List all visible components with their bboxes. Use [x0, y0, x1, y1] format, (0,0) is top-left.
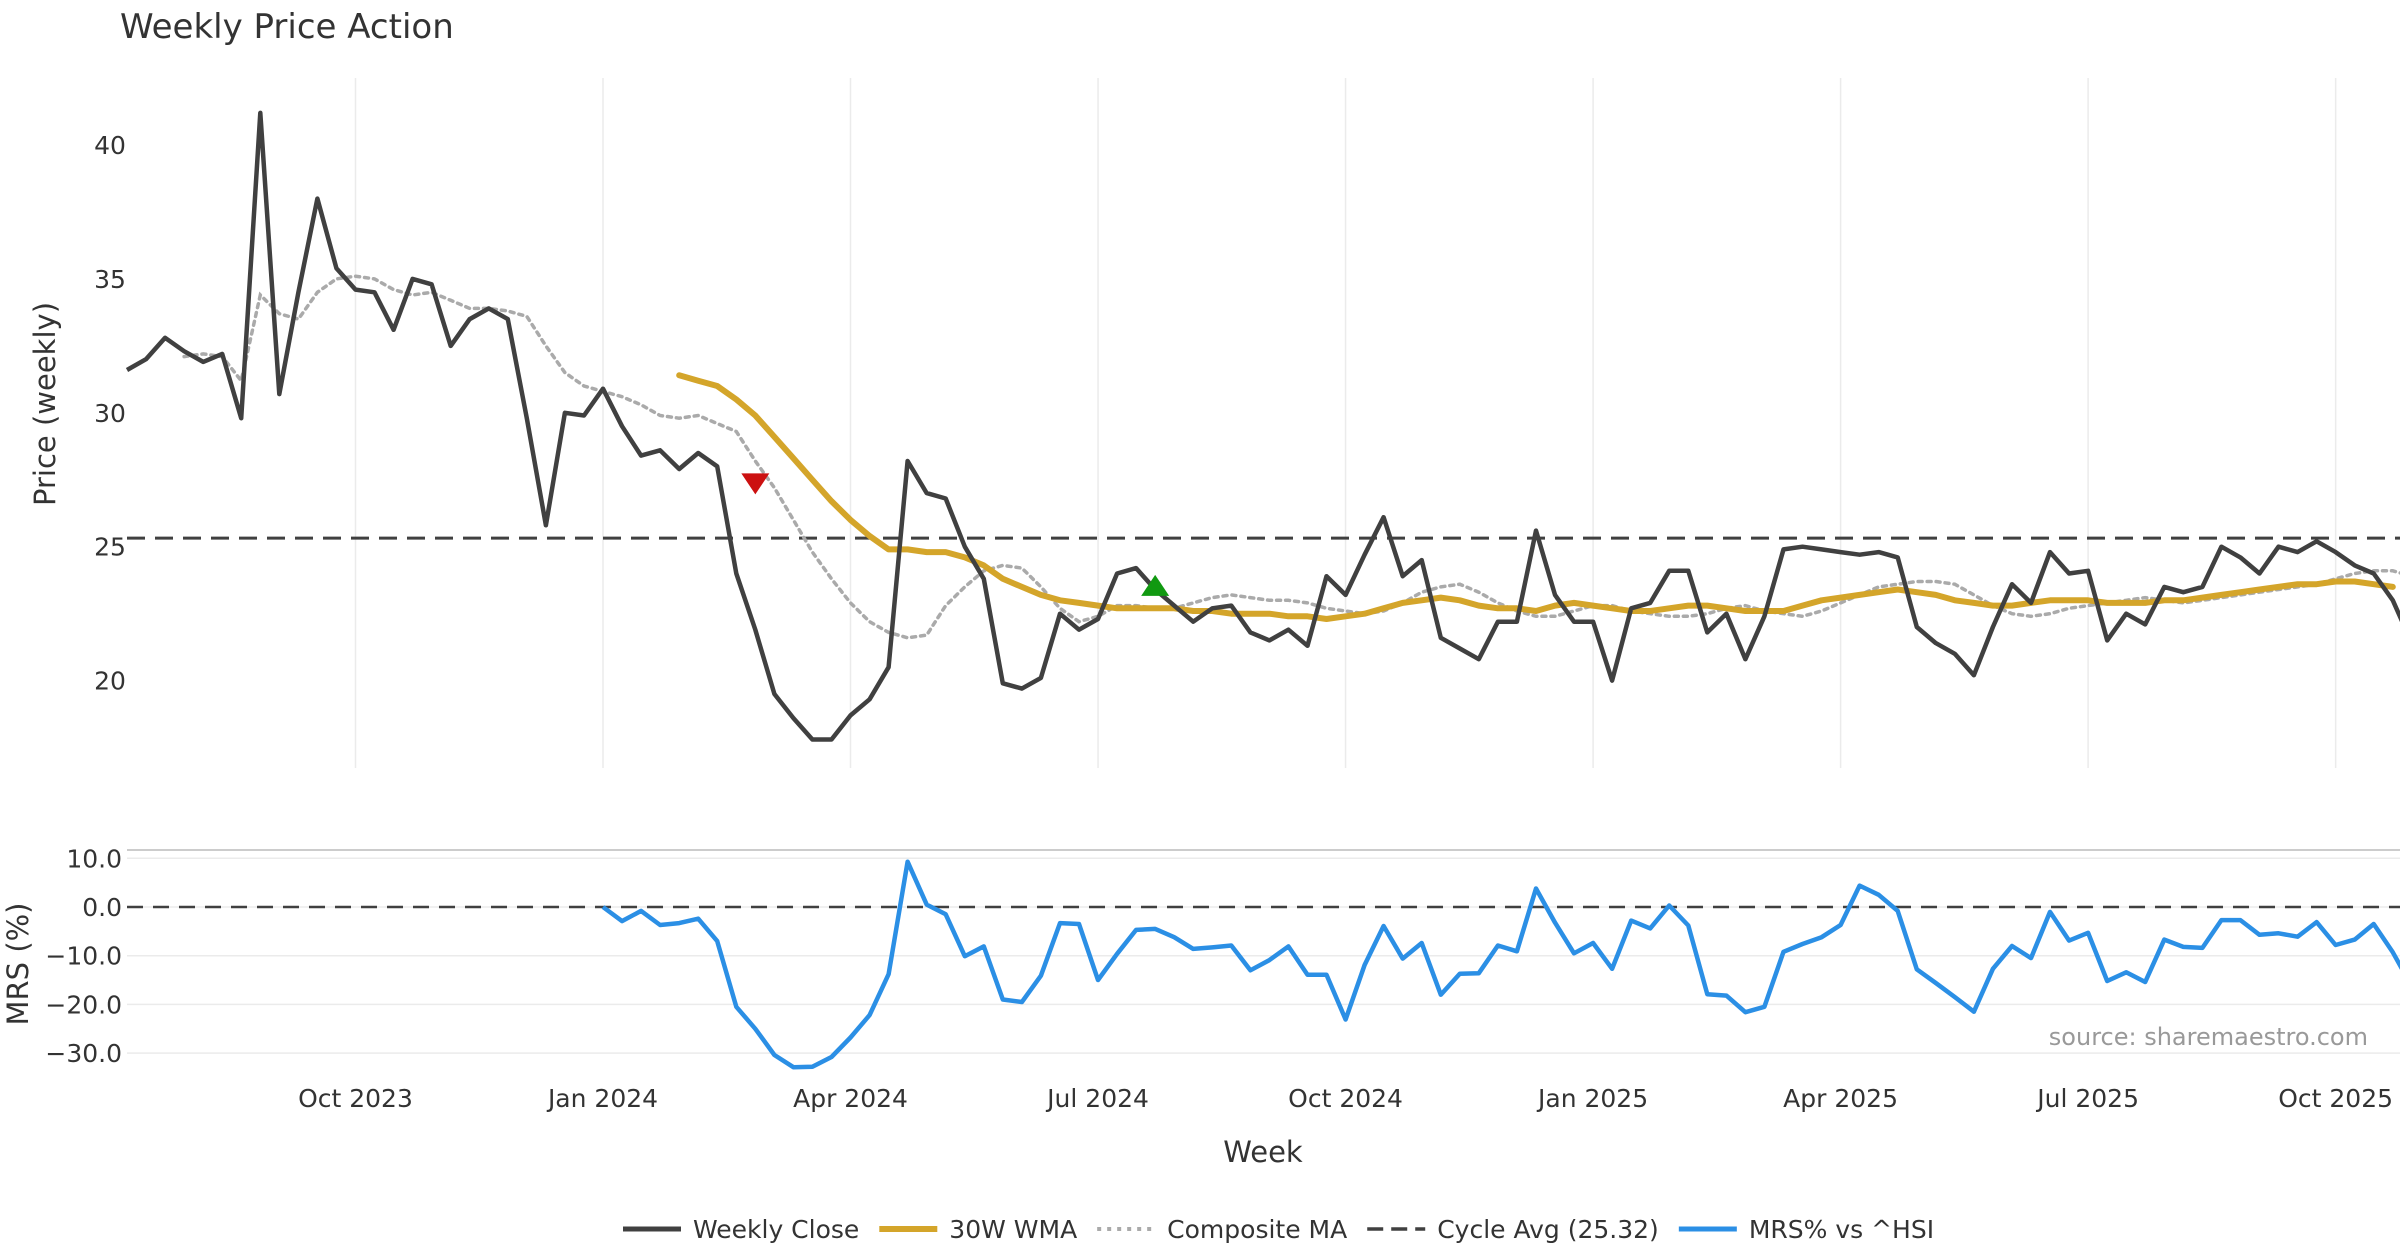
legend-item-label: Weekly Close [693, 1215, 859, 1244]
x-tick-label: Jul 2025 [2035, 1084, 2139, 1113]
legend: Weekly Close 30W WMA Composite MA Cycle Avg… [623, 1215, 1934, 1244]
x-tick-label: Jan 2025 [1536, 1084, 1648, 1113]
mrs-y-tick-label: −30.0 [45, 1039, 122, 1068]
x-tick-label: Jul 2024 [1045, 1084, 1149, 1113]
buy-signal-marker [1141, 574, 1170, 596]
composite-ma-line [182, 274, 2400, 640]
x-ticks: Oct 2023 Jan 2024 Apr 2024 Jul 2024 Oct 2024… [298, 1084, 2393, 1113]
weekly-close-line [125, 110, 2400, 742]
x-tick-label: Apr 2025 [1783, 1084, 1898, 1113]
sell-signal-marker [741, 473, 770, 495]
series-layer [125, 110, 2400, 1070]
legend-item-label: 30W WMA [949, 1215, 1077, 1244]
price-y-tick-label: 30 [94, 399, 126, 428]
price-grid [354, 78, 2337, 768]
mrs-y-ticks: 10.0 0.0 −10.0 −20.0 −30.0 [45, 844, 122, 1068]
legend-item-label: Composite MA [1167, 1215, 1347, 1244]
mrs-y-tick-label: 10.0 [66, 844, 122, 873]
x-axis-label: Week [1223, 1135, 1303, 1169]
price-y-ticks: 20 25 30 35 40 [94, 131, 126, 696]
price-y-tick-label: 25 [94, 533, 126, 562]
wma-30w-line [676, 372, 2396, 622]
mrs-y-axis-label: MRS (%) [1, 903, 35, 1026]
x-tick-label: Oct 2024 [1288, 1084, 1403, 1113]
source-annotation: source: sharemaestro.com [2049, 1023, 2368, 1051]
chart-title: Weekly Price Action [120, 7, 454, 47]
markers-layer [741, 473, 1170, 596]
mrs-y-tick-label: −10.0 [45, 942, 122, 971]
mrs-y-tick-label: 0.0 [82, 893, 122, 922]
x-tick-label: Oct 2025 [2278, 1084, 2393, 1113]
price-y-axis-label: Price (weekly) [28, 302, 62, 506]
price-y-tick-label: 20 [94, 667, 126, 696]
price-y-tick-label: 40 [94, 131, 126, 160]
legend-item-label: Cycle Avg (25.32) [1437, 1215, 1659, 1244]
x-tick-label: Jan 2024 [546, 1084, 658, 1113]
mrs-line [601, 859, 2400, 1070]
legend-item-label: MRS% vs ^HSI [1749, 1215, 1934, 1244]
mrs-y-tick-label: −20.0 [45, 990, 122, 1019]
price-y-tick-label: 35 [94, 265, 126, 294]
x-tick-label: Oct 2023 [298, 1084, 413, 1113]
x-tick-label: Apr 2024 [793, 1084, 908, 1113]
